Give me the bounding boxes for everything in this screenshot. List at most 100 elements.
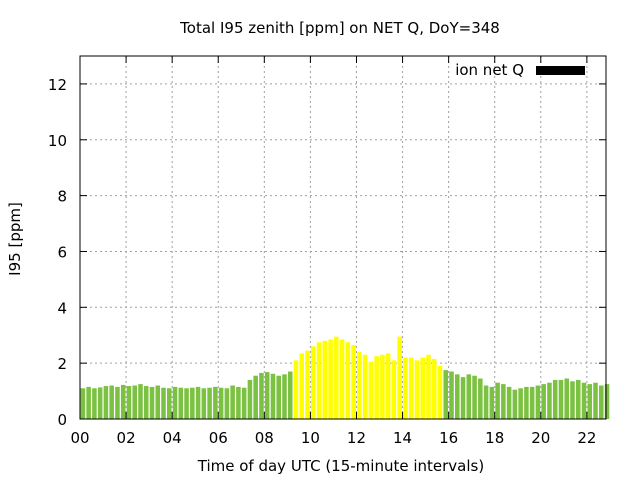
bar (282, 374, 287, 419)
bar (564, 378, 569, 419)
bar (547, 382, 552, 419)
bar (253, 375, 258, 419)
bar (357, 351, 362, 419)
x-tick-label: 12 (347, 429, 366, 447)
bar (293, 360, 299, 419)
bar (385, 353, 391, 419)
bar (529, 386, 535, 419)
x-tick-label: 10 (301, 429, 320, 447)
bar (97, 387, 103, 419)
bar (512, 389, 518, 419)
bar (362, 354, 368, 419)
bar (466, 374, 472, 419)
bar (420, 357, 425, 419)
bar (86, 386, 91, 419)
bar (322, 340, 328, 419)
bar (374, 356, 379, 419)
y-tick-label: 2 (57, 355, 67, 373)
y-tick-label: 8 (57, 188, 67, 206)
x-tick-label: 04 (163, 429, 182, 447)
bar (120, 384, 126, 419)
y-tick-label: 10 (48, 132, 67, 150)
bar (437, 365, 443, 419)
bar (178, 387, 184, 419)
bar (443, 370, 449, 419)
bar (351, 345, 356, 419)
y-tick-label: 12 (48, 76, 67, 94)
bar (380, 354, 385, 419)
bar (604, 384, 610, 419)
bar (455, 374, 460, 419)
bar (570, 381, 575, 419)
x-tick-label: 02 (117, 429, 136, 447)
bar (155, 385, 161, 419)
bar (403, 357, 408, 419)
bar (259, 372, 264, 419)
bar (345, 342, 351, 419)
bar (524, 386, 529, 419)
bar (305, 350, 310, 419)
x-tick-label: 06 (209, 429, 228, 447)
y-tick-label: 6 (57, 243, 67, 261)
bar (495, 382, 500, 419)
x-tick-label: 20 (531, 429, 550, 447)
bar (195, 386, 201, 419)
bar (224, 388, 230, 419)
bar (311, 346, 316, 419)
bar (593, 382, 598, 419)
y-axis-label: I95 [ppm] (6, 202, 24, 276)
bar (414, 360, 420, 419)
x-tick-label: 08 (255, 429, 274, 447)
legend: ion net Q (455, 61, 585, 79)
bar (172, 386, 178, 419)
bar (143, 386, 149, 419)
bar (241, 387, 247, 419)
bar (149, 386, 155, 419)
bar (472, 375, 477, 419)
bar (132, 385, 137, 419)
bar (115, 386, 120, 419)
bar (328, 339, 333, 419)
plot-frame (79, 55, 607, 420)
bar (213, 386, 218, 419)
bar (599, 385, 604, 419)
legend-swatch (536, 66, 585, 75)
bar (287, 371, 293, 419)
bar (236, 386, 241, 419)
bar (397, 336, 402, 419)
bar (334, 336, 339, 419)
bar (316, 342, 322, 419)
bar (299, 353, 305, 419)
bar (506, 386, 512, 419)
bar (541, 384, 546, 419)
bar (92, 388, 97, 419)
bar (230, 385, 235, 419)
bar (518, 388, 523, 419)
bar (535, 385, 541, 419)
bar (207, 387, 212, 419)
legend-label: ion net Q (455, 61, 524, 79)
bar (558, 379, 564, 419)
bar (80, 388, 86, 419)
bar (552, 379, 558, 419)
bar (103, 386, 109, 419)
bar (270, 373, 276, 419)
grid (80, 56, 606, 419)
y-tick-label: 0 (57, 411, 67, 429)
x-tick-label: 18 (485, 429, 504, 447)
bar (408, 357, 414, 419)
x-tick-label: 22 (577, 429, 596, 447)
chart-title: Total I95 zenith [ppm] on NET Q, DoY=348 (179, 19, 500, 37)
bar (391, 360, 397, 419)
bar (161, 387, 166, 419)
bar (449, 371, 454, 419)
bar (478, 378, 483, 419)
bar (501, 384, 506, 419)
y-tick-label: 4 (57, 299, 67, 317)
bar (483, 385, 489, 419)
bar (431, 358, 437, 419)
bar (368, 361, 374, 419)
bar (247, 379, 253, 419)
